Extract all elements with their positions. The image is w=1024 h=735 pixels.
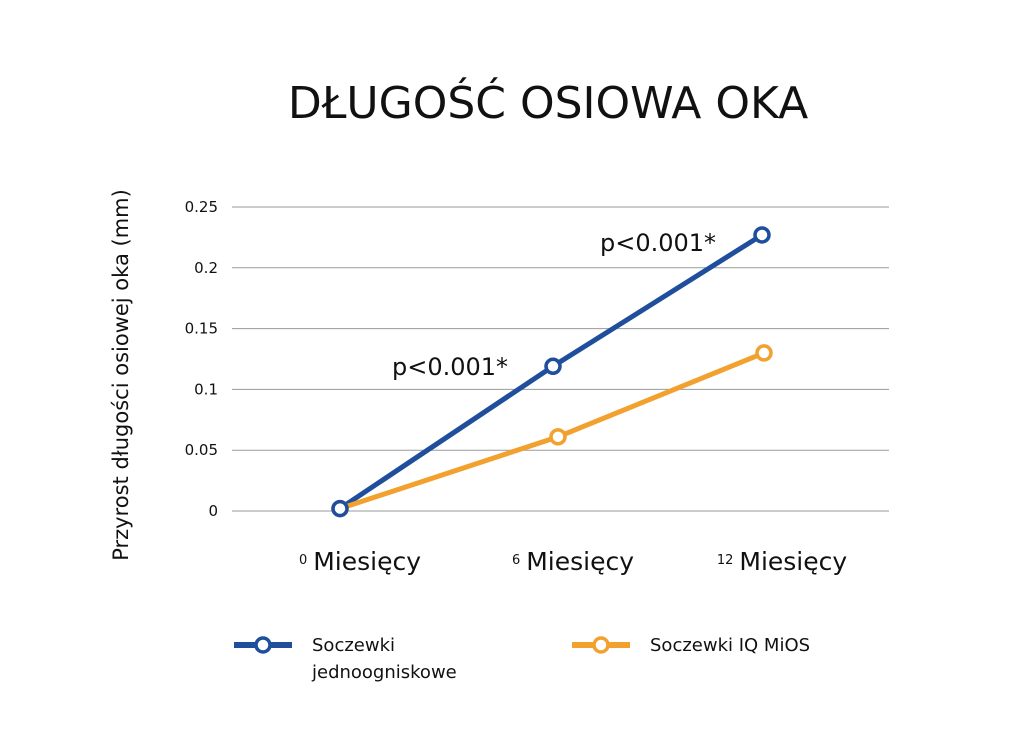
y-axis-label: Przyrost długości osiowej oka (mm) — [109, 189, 133, 561]
data-point — [544, 357, 562, 376]
data-point — [753, 226, 771, 244]
data-point — [549, 428, 567, 446]
x-tick-label: 0 Miesięcy — [299, 547, 421, 576]
y-tick-label: 0 — [208, 502, 218, 520]
x-tick-word: Miesięcy — [526, 547, 634, 576]
y-tick-label: 0.05 — [185, 441, 218, 459]
x-tick-number: 0 — [299, 553, 307, 568]
x-tick-word: Miesięcy — [739, 547, 847, 576]
chart-title: DŁUGOŚĆ OSIOWA OKA — [288, 76, 808, 129]
x-tick-number: 12 — [717, 553, 734, 568]
y-tick-label: 0.2 — [194, 259, 218, 277]
data-point — [755, 344, 773, 362]
gridlines — [232, 206, 889, 512]
y-tick-label: 0.15 — [185, 320, 218, 338]
series-lines — [331, 226, 773, 518]
x-tick-word: Miesięcy — [313, 547, 421, 576]
legend-marker — [254, 636, 272, 654]
x-tick-labels: 0 Miesięcy 6 Miesięcy 12 Miesięcy — [299, 547, 847, 576]
x-tick-label: 6 Miesięcy — [512, 547, 634, 576]
data-point — [331, 499, 349, 518]
legend-marker — [592, 636, 610, 654]
y-tick-labels: 0 0.05 0.1 0.15 0.2 0.25 — [185, 198, 218, 520]
y-tick-label: 0.1 — [194, 380, 218, 398]
significance-annotation: p<0.001* — [600, 229, 716, 257]
x-tick-label: 12 Miesięcy — [717, 547, 848, 576]
significance-annotation: p<0.001* — [392, 353, 508, 381]
legend: Soczewki jednoogniskowe Soczewki IQ MiOS — [234, 635, 810, 683]
y-tick-label: 0.25 — [185, 198, 218, 216]
legend-label: jednoogniskowe — [311, 662, 457, 683]
legend-label: Soczewki — [312, 635, 395, 656]
annotations: p<0.001* p<0.001* — [392, 229, 716, 381]
x-tick-number: 6 — [512, 553, 520, 568]
legend-label: Soczewki IQ MiOS — [650, 635, 810, 656]
